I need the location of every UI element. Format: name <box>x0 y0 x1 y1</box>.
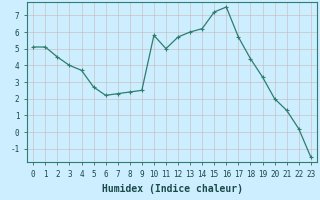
X-axis label: Humidex (Indice chaleur): Humidex (Indice chaleur) <box>101 184 243 194</box>
